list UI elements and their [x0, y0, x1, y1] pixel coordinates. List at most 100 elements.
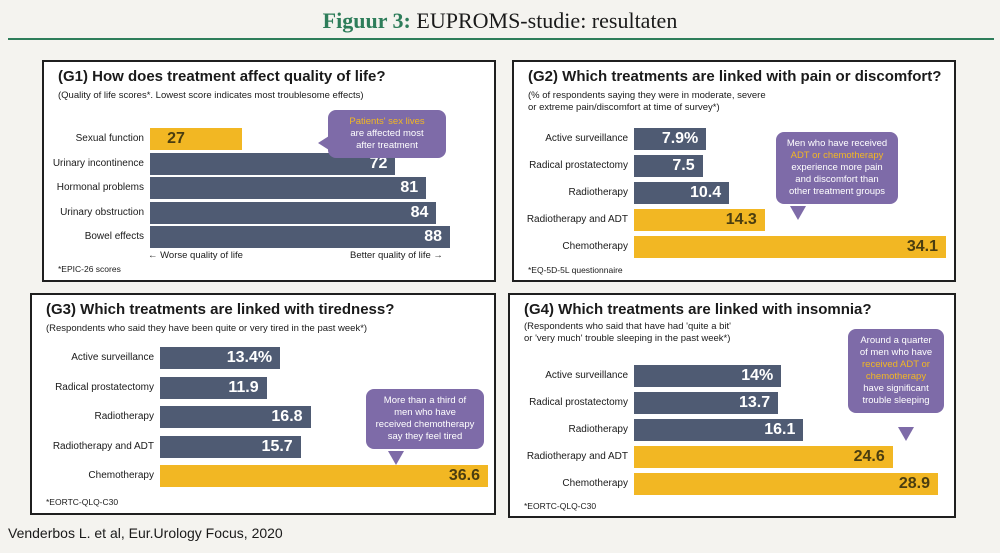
- axis-right-label: Better quality of life →: [350, 250, 443, 261]
- bar: [150, 226, 450, 248]
- category-label: Radical prostatectomy: [55, 381, 154, 393]
- bar: [160, 435, 301, 458]
- callout-line: trouble sleeping: [862, 395, 930, 406]
- data-label: 15.7: [261, 437, 293, 455]
- title-rule: [8, 38, 994, 40]
- bar: [160, 406, 311, 428]
- callout-bubble: Around a quarter of men who have received …: [848, 329, 944, 441]
- data-label: 13.7: [738, 394, 771, 411]
- callout-line: say they feel tired: [387, 431, 463, 442]
- chart-subtitle: (% of respondents saying they were in mo…: [528, 90, 766, 114]
- subtitle-line: (Quality of life scores*. Lowest score i…: [58, 90, 364, 101]
- category-label: Active surveillance: [71, 352, 154, 363]
- callout-line: are affected most: [350, 128, 424, 139]
- category-label: Chemotherapy: [562, 241, 628, 252]
- category-label: Bowel effects: [84, 231, 144, 242]
- bar: [160, 376, 267, 399]
- data-label: 84: [410, 203, 429, 221]
- data-label: 72: [369, 154, 388, 172]
- figure-label: Figuur 3:: [322, 8, 411, 33]
- bar: [150, 177, 427, 199]
- footnote: *EORTC-QLQ-C30: [46, 497, 119, 507]
- chart-title: (G4) Which treatments are linked with in…: [524, 301, 872, 318]
- category-label: Radiotherapy and ADT: [526, 451, 628, 462]
- bar: [634, 419, 804, 441]
- subtitle-line: (Respondents who said they have been qui…: [46, 323, 368, 334]
- callout-line: of men who have: [859, 347, 933, 358]
- category-label: Radiotherapy and ADT: [526, 214, 628, 225]
- bar: [634, 236, 946, 258]
- callout-line: have significant: [863, 383, 929, 394]
- bar: [634, 128, 707, 150]
- data-label: 24.6: [853, 448, 885, 465]
- callout-line: chemotherapy: [865, 371, 927, 382]
- callout-line: More than a third of: [383, 395, 467, 406]
- data-label: 13.4%: [226, 349, 273, 366]
- callout-line: after treatment: [356, 140, 418, 151]
- data-label: 7.5: [672, 157, 695, 174]
- subtitle-line: (Respondents who said that have had 'qui…: [524, 321, 731, 332]
- axis-left-label: ← Worse quality of life: [148, 250, 243, 261]
- chart-subtitle: (Quality of life scores*. Lowest score i…: [58, 90, 364, 102]
- callout-line: and discomfort than: [795, 174, 879, 185]
- callout-tail: [388, 451, 404, 465]
- callout-tail: [898, 427, 914, 441]
- bar: [160, 347, 281, 369]
- category-label: Chemotherapy: [88, 470, 154, 481]
- footnote: *EPIC-26 scores: [58, 264, 121, 274]
- category-label: Active surveillance: [545, 370, 628, 381]
- category-label: Urinary incontinence: [52, 157, 144, 169]
- category-label: Active surveillance: [545, 133, 628, 144]
- category-label: Sexual function: [75, 133, 144, 144]
- bar: [160, 465, 488, 487]
- panel-g1: (G1) How does treatment affect quality o…: [42, 60, 496, 282]
- category-label: Hormonal problems: [56, 182, 144, 193]
- category-label: Radiotherapy: [568, 187, 628, 198]
- category-label: Radical prostatectomy: [529, 160, 628, 171]
- callout-line: Men who have received: [786, 138, 888, 149]
- callout-line: received ADT or: [862, 359, 930, 370]
- data-label: 36.6: [448, 467, 480, 484]
- category-label: Radical prostatectomy: [529, 397, 628, 408]
- bar: [150, 152, 396, 175]
- data-label: 27: [167, 130, 185, 147]
- category-label: Urinary obstruction: [60, 206, 144, 218]
- data-label: 11.9: [228, 378, 259, 396]
- bar: [634, 473, 938, 495]
- data-label: 14%: [741, 367, 774, 384]
- panel-g3: (G3) Which treatments are linked with ti…: [30, 293, 496, 515]
- data-label: 16.8: [271, 408, 303, 425]
- subtitle-line: or extreme pain/discomfort at time of su…: [528, 102, 720, 113]
- callout-line: Around a quarter: [860, 335, 932, 346]
- bar: [150, 201, 437, 224]
- callout-bubble: More than a third of men who have received…: [366, 389, 484, 465]
- subtitle-line: (% of respondents saying they were in mo…: [528, 90, 766, 101]
- category-label: Radiotherapy and ADT: [52, 440, 154, 452]
- data-label: 34.1: [906, 238, 938, 255]
- data-label: 88: [424, 228, 442, 245]
- bar: [634, 182, 730, 204]
- callout-line: other treatment groups: [788, 186, 886, 197]
- figure-title: Figuur 3: EUPROMS-studie: resultaten: [0, 8, 1000, 34]
- data-label: 16.1: [764, 421, 796, 438]
- panel-g2: (G2) Which treatments are linked with pa…: [512, 60, 956, 282]
- callout-line: Patients' sex lives: [349, 116, 425, 127]
- bar: [634, 155, 703, 177]
- bar: [634, 446, 893, 468]
- data-label: 81: [400, 179, 419, 196]
- data-label: 28.9: [898, 475, 930, 492]
- citation: Venderbos L. et al, Eur.Urology Focus, 2…: [8, 525, 283, 541]
- category-label: Chemotherapy: [562, 478, 628, 489]
- footnote: *EORTC-QLQ-C30: [524, 501, 597, 511]
- chart-subtitle: (Respondents who said they have been qui…: [46, 323, 367, 335]
- category-label: Radiotherapy: [568, 424, 628, 435]
- subtitle-line: or 'very much' trouble sleeping in the p…: [524, 333, 731, 344]
- callout-tail: [318, 136, 329, 150]
- bar: [634, 209, 765, 231]
- chart-title: (G1) How does treatment affect quality o…: [58, 68, 386, 85]
- figure-title-text: EUPROMS-studie: resultaten: [416, 8, 678, 33]
- callout-line: experience more pain: [791, 162, 883, 173]
- data-label: 14.3: [725, 211, 757, 228]
- callout-line: received chemotherapy: [375, 419, 475, 430]
- chart-title: (G2) Which treatments are linked with pa…: [528, 68, 942, 85]
